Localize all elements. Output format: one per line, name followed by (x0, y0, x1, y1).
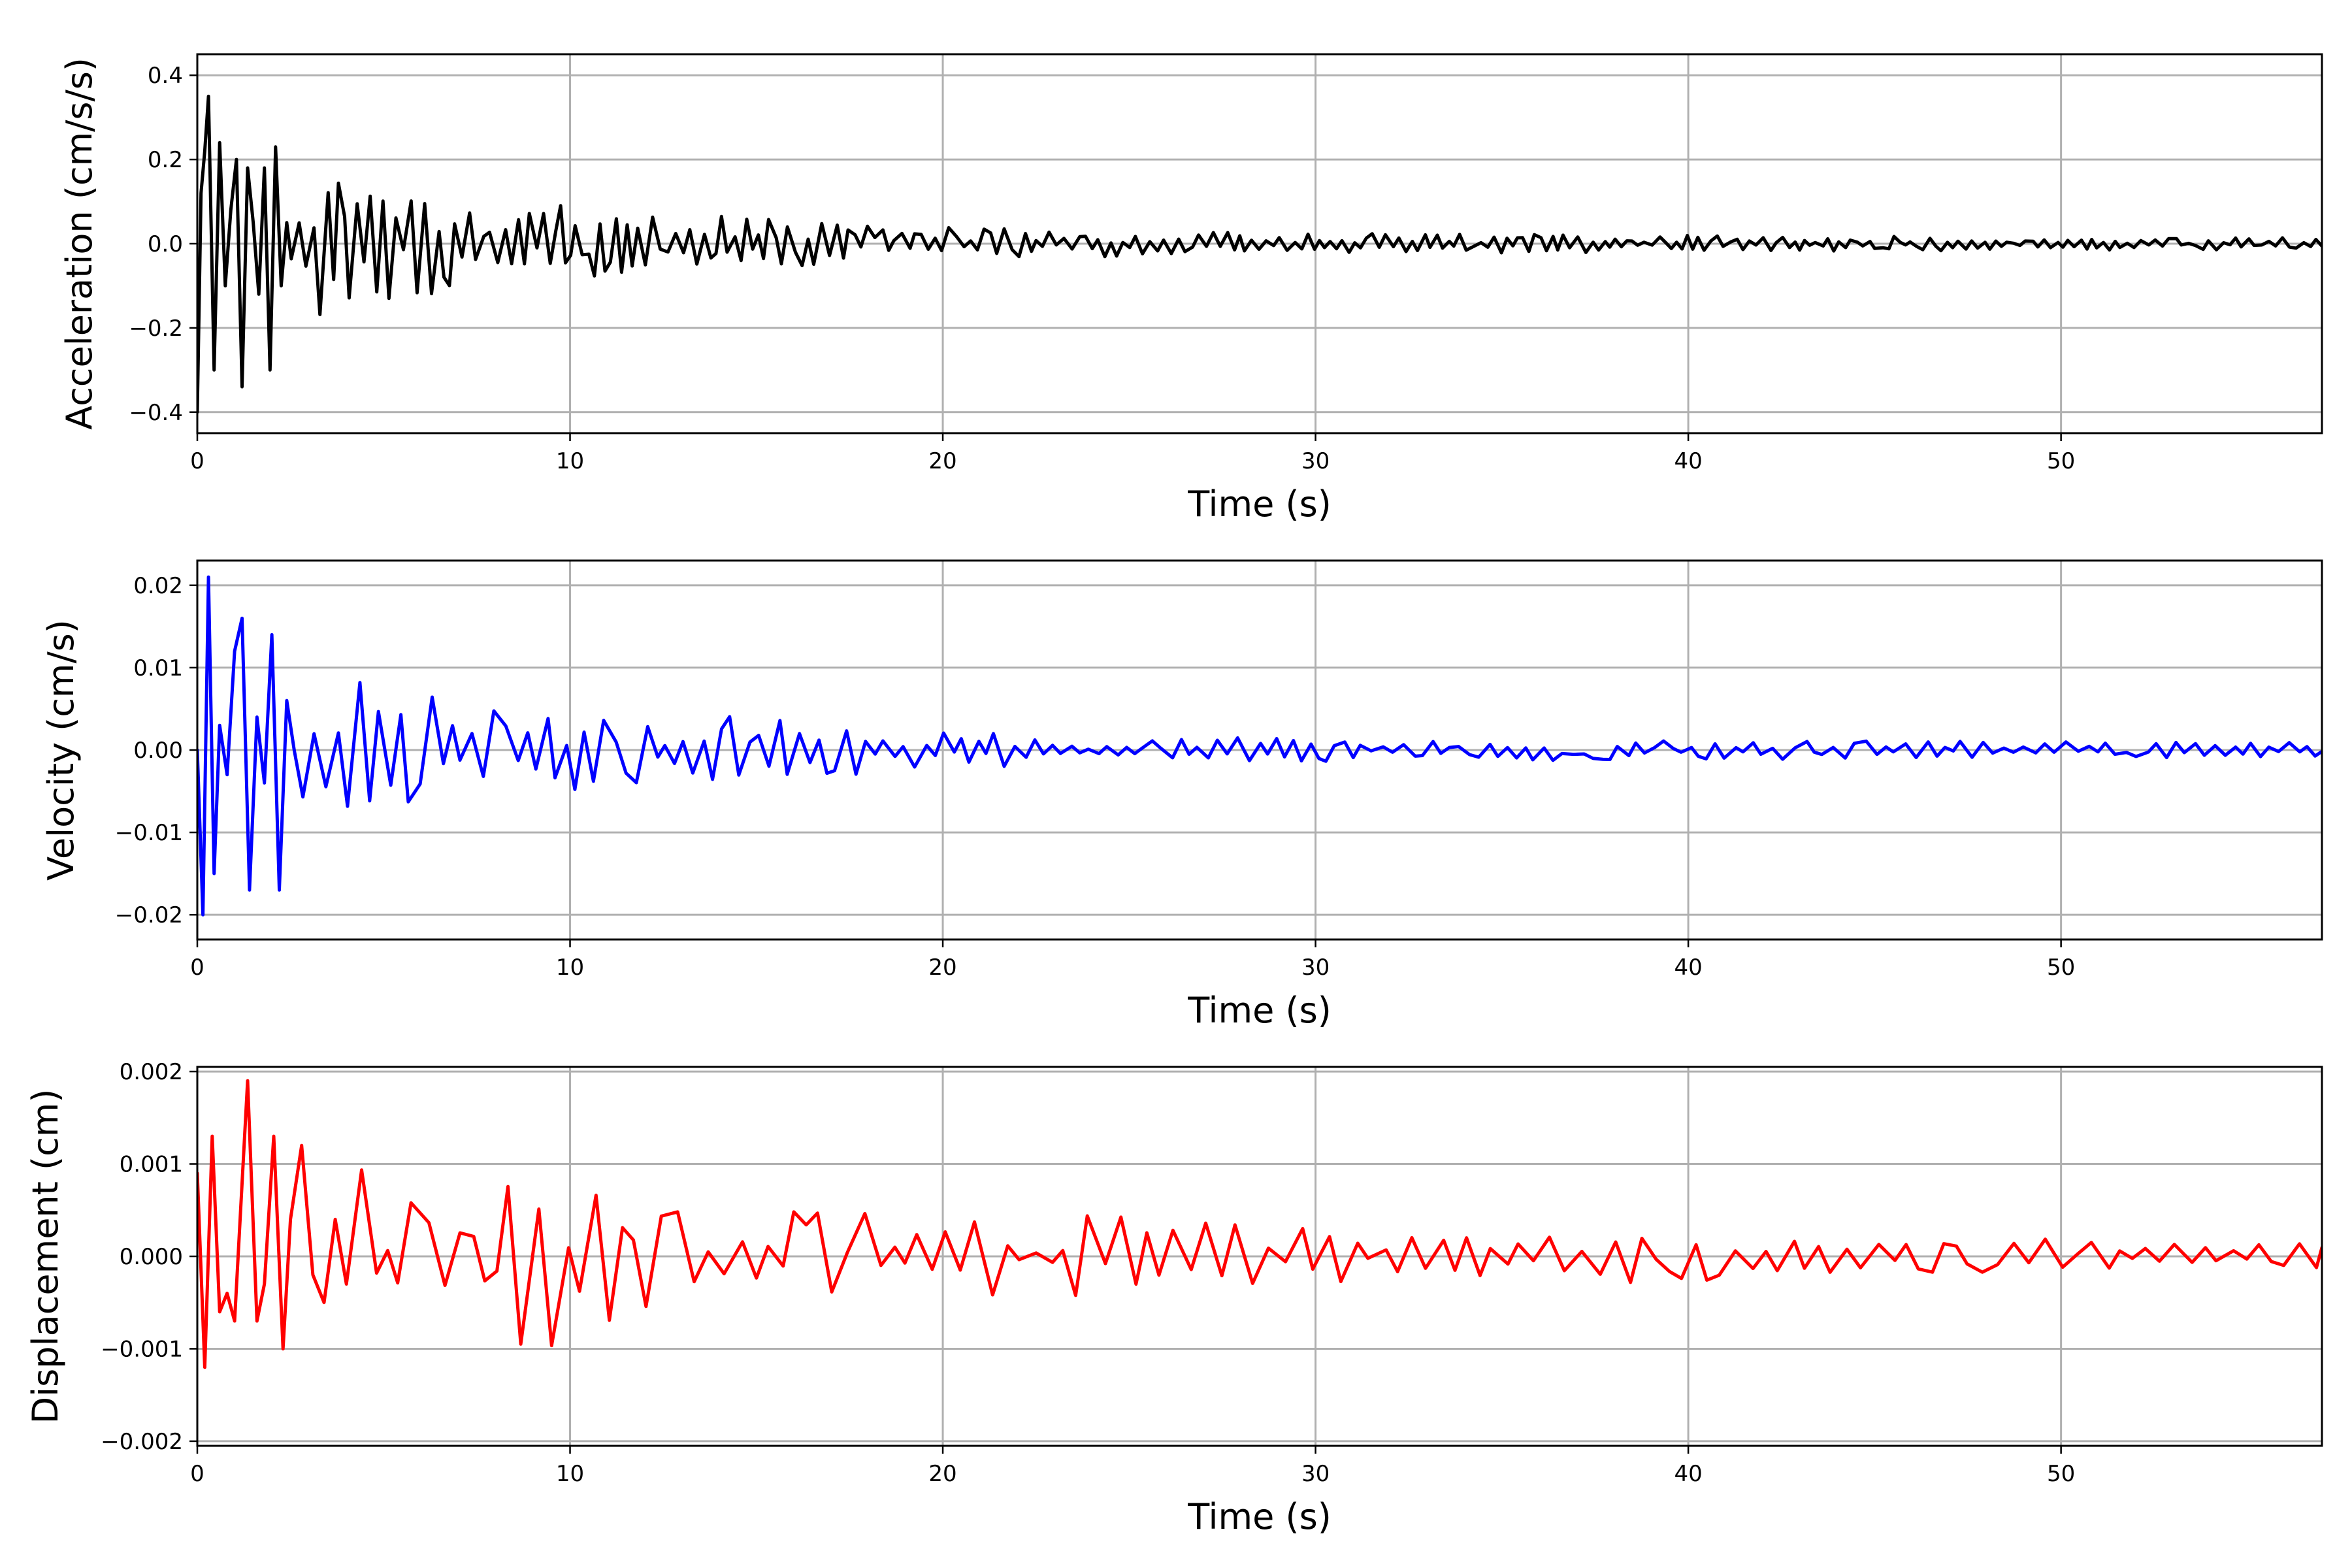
acceleration-xtick-label-2: 20 (928, 448, 956, 474)
displacement-ytick-label-2: 0.000 (120, 1244, 183, 1270)
acceleration-ytick-label-1: −0.2 (129, 316, 183, 342)
acceleration-xtick-label-1: 10 (556, 448, 584, 474)
displacement-xtick-label-1: 10 (556, 1461, 584, 1487)
displacement-xtick-label-5: 50 (2047, 1461, 2075, 1487)
acceleration-ylabel: Acceleration (cm/s/s) (59, 57, 100, 430)
velocity-xlabel: Time (s) (1187, 990, 1331, 1031)
velocity-ytick-label-3: 0.01 (133, 655, 183, 681)
displacement-xtick-label-4: 40 (1674, 1461, 1702, 1487)
displacement-xtick-label-0: 0 (190, 1461, 204, 1487)
velocity-ytick-label-1: −0.01 (115, 820, 183, 846)
acceleration-ytick-label-2: 0.0 (148, 231, 183, 257)
velocity-xtick-label-0: 0 (190, 955, 204, 981)
displacement-ytick-label-4: 0.002 (120, 1059, 183, 1085)
acceleration-plot: Acceleration (cm/s/s) Time (s) 0 10 20 30 40… (59, 53, 2323, 525)
displacement-ytick-label-3: 0.001 (120, 1152, 183, 1178)
acceleration-ytick-label-3: 0.2 (148, 147, 183, 173)
velocity-ytick-label-0: −0.02 (115, 902, 183, 928)
displacement-xtick-label-2: 20 (928, 1461, 956, 1487)
acceleration-series-line (197, 94, 2322, 414)
acceleration-xtick-label-5: 50 (2047, 448, 2075, 474)
acceleration-xtick-label-3: 30 (1301, 448, 1330, 474)
acceleration-ytick-label-4: 0.4 (148, 63, 183, 89)
velocity-ytick-label-2: 0.00 (133, 738, 183, 764)
displacement-series-line (197, 1079, 2322, 1369)
displacement-xlabel: Time (s) (1187, 1496, 1331, 1537)
velocity-xtick-label-4: 40 (1674, 955, 1702, 981)
velocity-ylabel: Velocity (cm/s) (41, 619, 82, 881)
displacement-ylabel: Displacement (cm) (25, 1089, 66, 1424)
velocity-plot: Velocity (cm/s) Time (s) 0 10 20 30 40 50 −0.0… (41, 559, 2323, 1031)
velocity-xtick-label-2: 20 (928, 955, 956, 981)
velocity-xtick-label-1: 10 (556, 955, 584, 981)
velocity-xtick-label-3: 30 (1301, 955, 1330, 981)
acceleration-xtick-label-0: 0 (190, 448, 204, 474)
velocity-series-line (197, 575, 2322, 917)
acceleration-xlabel: Time (s) (1187, 483, 1331, 525)
acceleration-xtick-label-4: 40 (1674, 448, 1702, 474)
displacement-ytick-label-1: −0.001 (101, 1336, 183, 1362)
acceleration-ytick-label-0: −0.4 (129, 400, 183, 426)
velocity-xtick-label-5: 50 (2047, 955, 2075, 981)
displacement-xtick-label-3: 30 (1301, 1461, 1330, 1487)
velocity-ytick-label-4: 0.02 (133, 573, 183, 599)
displacement-plot: Displacement (cm) Time (s) 0 10 20 30 40 50 −0… (25, 1059, 2323, 1537)
displacement-ytick-label-0: −0.002 (101, 1429, 183, 1455)
